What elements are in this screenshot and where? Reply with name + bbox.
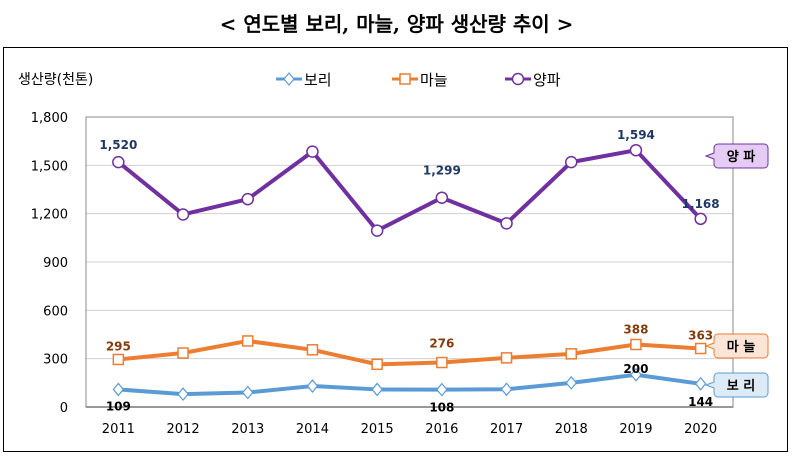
data-point [112, 353, 125, 366]
data-point [500, 352, 513, 364]
data-label: 1,594 [617, 128, 655, 142]
data-point [629, 143, 643, 157]
callout-label: 보 리 [727, 378, 755, 394]
data-label: 108 [429, 401, 454, 415]
y-axis-label: 생산량(천톤) [18, 72, 93, 88]
data-point [371, 382, 383, 397]
y-tick-label: 1,500 [31, 159, 68, 174]
x-tick-label: 2017 [490, 422, 523, 437]
data-point [436, 382, 448, 397]
x-tick-label: 2019 [619, 422, 652, 437]
x-tick-label: 2014 [296, 422, 329, 437]
callout-box [704, 143, 769, 169]
chart-title: < 연도별 보리, 마늘, 양파 생산량 추이 > [219, 12, 574, 36]
series-line-보리 [118, 372, 701, 397]
series-line-양파 [117, 148, 703, 233]
data-label: 276 [429, 337, 454, 351]
x-tick-label: 2018 [555, 422, 588, 437]
data-label: 144 [688, 395, 713, 409]
data-point [241, 192, 254, 206]
data-label: 363 [688, 329, 713, 343]
callout-box [704, 333, 769, 359]
data-point [176, 208, 190, 221]
x-tick-label: 2011 [102, 422, 135, 437]
legend-marker [399, 73, 411, 85]
callout-label: 마 늘 [727, 339, 755, 355]
series-line-마늘 [118, 338, 701, 367]
data-point [694, 376, 707, 391]
data-point [630, 367, 642, 382]
callout-label: 양 파 [727, 150, 755, 165]
data-point [306, 379, 319, 393]
data-point [242, 335, 254, 347]
x-tick-label: 2015 [361, 422, 394, 437]
data-point [500, 382, 513, 397]
data-point [306, 344, 319, 356]
data-point [112, 382, 125, 397]
legend-label: 양파 [533, 71, 561, 89]
x-tick-label: 2013 [231, 422, 264, 437]
data-point [177, 347, 189, 359]
data-label: 1,168 [682, 197, 720, 211]
data-point [241, 385, 254, 400]
callout-box [704, 372, 769, 398]
x-tick-label: 2020 [684, 422, 717, 437]
legend-label: 마늘 [420, 71, 448, 89]
y-tick-label: 600 [43, 304, 68, 319]
data-point [565, 375, 578, 390]
legend-marker [511, 72, 525, 86]
data-point [436, 356, 448, 369]
data-point [565, 155, 578, 169]
data-point [565, 348, 577, 360]
data-point [500, 217, 513, 230]
chart-frame [3, 47, 788, 452]
data-point [694, 212, 707, 226]
data-point [177, 387, 189, 402]
data-label: 295 [106, 339, 131, 353]
data-label: 109 [106, 399, 131, 413]
x-tick-label: 2012 [167, 422, 200, 437]
data-point [435, 191, 449, 204]
legend-marker [283, 72, 295, 86]
y-tick-label: 900 [43, 256, 68, 271]
data-point [371, 358, 383, 371]
y-tick-label: 1,800 [31, 111, 68, 126]
data-label: 388 [623, 322, 648, 336]
data-point [112, 155, 125, 169]
y-tick-label: 0 [60, 401, 68, 416]
y-tick-label: 300 [43, 353, 68, 368]
data-label: 200 [623, 362, 648, 376]
y-tick-label: 1,200 [31, 208, 68, 223]
data-label: 1,299 [423, 164, 461, 178]
data-point [370, 224, 384, 237]
data-point [630, 338, 642, 351]
data-label: 1,520 [99, 138, 137, 152]
x-tick-label: 2016 [425, 422, 458, 437]
data-point [306, 145, 319, 158]
data-point [694, 342, 707, 355]
legend-label: 보리 [304, 71, 332, 89]
